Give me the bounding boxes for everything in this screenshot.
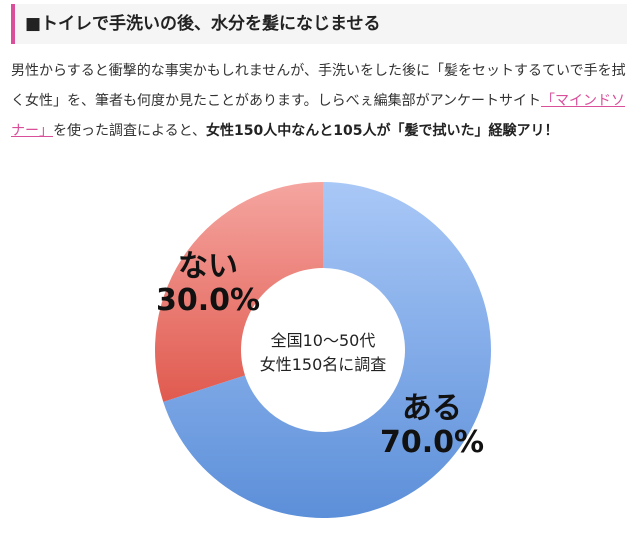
section-heading: ■トイレで手洗いの後、水分を髪になじませる	[11, 4, 627, 44]
donut-slice-0	[163, 182, 492, 518]
paragraph-text-after-link: を使った調査によると、	[53, 123, 207, 139]
slice-label-nai: ない	[178, 249, 238, 284]
donut-chart-svg: ある 70.0% ない 30.0% 全国10〜50代 女性150名に調査	[154, 182, 492, 518]
slice-label-aru: ある	[402, 391, 462, 426]
slice-value-aru: 70.0%	[380, 425, 484, 460]
slice-value-nai: 30.0%	[156, 283, 260, 318]
mindsonar-link[interactable]: 「マインドソナー」	[11, 93, 626, 139]
paragraph-text: 男性からすると衝撃的な事実かもしれませんが、手洗いをした後に「髪をセットするてい…	[11, 63, 626, 109]
donut-slice-1	[154, 182, 323, 402]
center-text-line2: 女性150名に調査	[260, 355, 387, 374]
survey-result-highlight: 女性150人中なんと105人が「髪で拭いた」経験アリ！	[206, 123, 559, 139]
center-text-line1: 全国10〜50代	[271, 331, 376, 350]
survey-donut-chart: ある 70.0% ない 30.0% 全国10〜50代 女性150名に調査	[0, 180, 638, 540]
article-paragraph: 男性からすると衝撃的な事実かもしれませんが、手洗いをした後に「髪をセットするてい…	[11, 56, 631, 146]
